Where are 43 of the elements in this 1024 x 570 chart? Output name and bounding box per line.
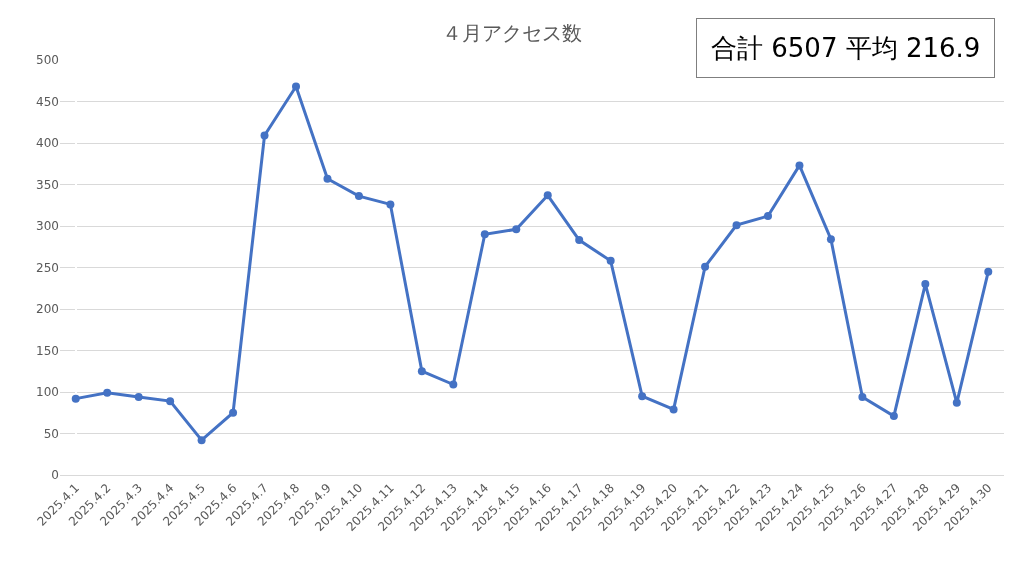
y-tick-label: 350	[36, 177, 59, 192]
y-tick-label: 300	[36, 219, 59, 234]
point	[512, 225, 521, 234]
point	[826, 235, 835, 244]
point	[260, 131, 269, 140]
point	[606, 256, 615, 265]
y-tick-label: 250	[36, 260, 59, 275]
point	[71, 394, 80, 403]
point	[292, 82, 300, 91]
point	[575, 236, 584, 245]
y-tick-label: 400	[36, 136, 59, 151]
point	[795, 161, 804, 170]
y-tick-label: 100	[36, 385, 59, 400]
chart-title: ４月アクセス数	[442, 20, 582, 45]
point	[732, 221, 741, 230]
point	[543, 191, 552, 200]
point	[480, 230, 489, 239]
point	[386, 200, 395, 209]
point	[417, 367, 426, 376]
point	[229, 408, 238, 417]
point	[166, 397, 175, 406]
point	[323, 174, 332, 183]
point	[354, 192, 363, 201]
point	[103, 388, 112, 397]
y-tick-label: 500	[36, 53, 59, 68]
point	[134, 392, 143, 401]
point	[952, 398, 961, 407]
point	[984, 267, 993, 276]
annotation: 合計 6507 平均 216.9	[711, 33, 981, 63]
point	[701, 262, 710, 271]
point	[889, 412, 898, 421]
point	[669, 405, 678, 414]
point	[638, 392, 647, 401]
point	[764, 212, 772, 221]
point	[858, 392, 867, 401]
point	[449, 380, 458, 389]
point	[921, 280, 930, 289]
y-tick-label: 0	[51, 468, 59, 483]
y-tick-label: 50	[43, 426, 59, 441]
y-tick-label: 200	[36, 302, 59, 317]
y-tick-label: 450	[36, 94, 59, 109]
point	[197, 436, 206, 445]
y-tick-label: 150	[36, 343, 59, 358]
